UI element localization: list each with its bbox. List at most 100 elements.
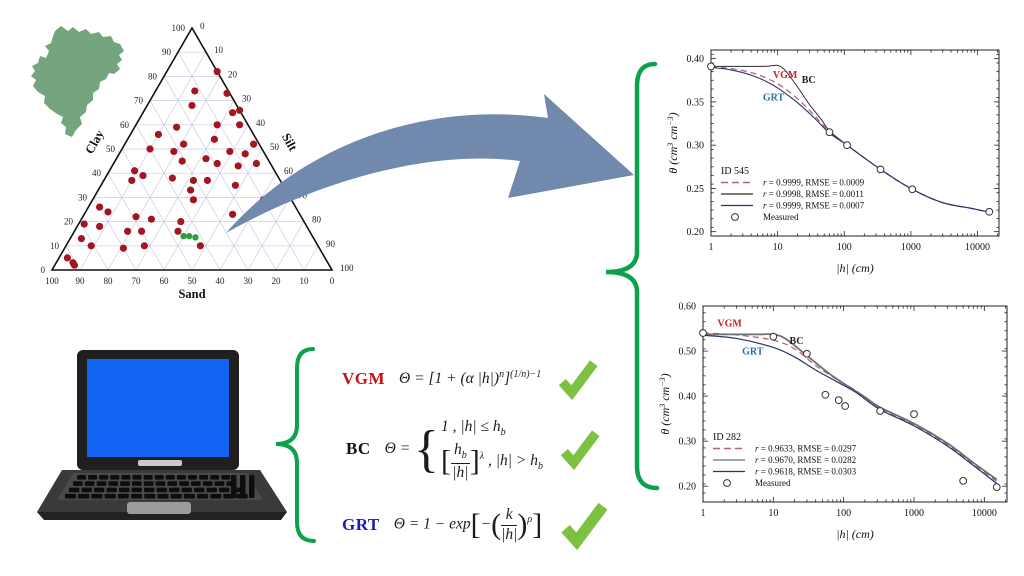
- svg-text:GRT: GRT: [742, 347, 764, 358]
- retention-curve-chart-id-282: 1 10 100 1000 10000 0.20 0.30 0.40 0.50 0.60 VGM BC…: [658, 302, 1008, 541]
- svg-text:10: 10: [773, 242, 783, 253]
- equation-bc: Θ = {1 , |h| ≤ hb[hb |h|]λ , |h| > hb: [384, 418, 543, 481]
- svg-text:Measured: Measured: [755, 478, 791, 488]
- measured-points: [707, 62, 994, 216]
- svg-text:60: 60: [284, 166, 294, 176]
- svg-text:100: 100: [836, 508, 851, 519]
- axis-ticks: [702, 305, 1007, 503]
- svg-text:20: 20: [272, 276, 282, 286]
- svg-text:r = 0.9999, RMSE = 0.0007: r = 0.9999, RMSE = 0.0007: [763, 201, 865, 211]
- model-label-grt: GRT: [342, 515, 380, 534]
- svg-text:1: 1: [701, 508, 706, 519]
- curve-grt: [710, 66, 990, 213]
- svg-text:VGM: VGM: [773, 70, 798, 81]
- svg-text:50: 50: [188, 276, 198, 286]
- svg-text:100: 100: [172, 23, 186, 33]
- equation-row-vgm: VGM Θ = [1 + (α |h|)n](1/n)−1: [342, 358, 599, 400]
- laptop-hinge: [138, 460, 182, 466]
- check-icon: [561, 502, 608, 550]
- svg-text:100: 100: [340, 263, 354, 273]
- svg-text:ID 545: ID 545: [721, 166, 749, 177]
- svg-text:40: 40: [256, 118, 266, 128]
- svg-text:0.20: 0.20: [679, 482, 697, 493]
- svg-text:Clay: Clay: [82, 127, 107, 156]
- svg-text:0.40: 0.40: [679, 392, 697, 403]
- soil-texture-ternary-plot: 0 0 0 10 10 10 20 20 20 30 30 30 40 40 40 50 50 50 60 60 60 7…: [41, 21, 355, 301]
- svg-text:1: 1: [709, 242, 714, 253]
- svg-text:Silt: Silt: [279, 131, 300, 154]
- x-axis-label: |h| (cm): [836, 527, 874, 541]
- svg-text:VGM: VGM: [717, 318, 742, 329]
- svg-text:100: 100: [45, 276, 59, 286]
- svg-text:0.60: 0.60: [679, 302, 697, 313]
- svg-text:100: 100: [837, 242, 852, 253]
- check-icon: [560, 430, 600, 471]
- svg-text:r = 0.9998, RMSE = 0.0011: r = 0.9998, RMSE = 0.0011: [763, 189, 864, 199]
- svg-text:0: 0: [200, 21, 205, 31]
- svg-text:50: 50: [270, 142, 280, 152]
- svg-text:70: 70: [134, 96, 144, 106]
- curve-labels: VGM BC GRT: [717, 318, 803, 357]
- svg-text:80: 80: [148, 71, 158, 81]
- svg-text:0: 0: [330, 276, 335, 286]
- svg-text:r = 0.9633, RMSE = 0.0297: r = 0.9633, RMSE = 0.0297: [755, 444, 857, 454]
- y-axis-label: θ (cm3 cm−3): [658, 373, 673, 434]
- svg-text:20: 20: [228, 69, 238, 79]
- svg-text:80: 80: [312, 215, 322, 225]
- svg-text:20: 20: [64, 217, 74, 227]
- x-axis-label: |h| (cm): [836, 261, 874, 275]
- laptop-keyboard-area: [57, 473, 263, 500]
- svg-text:0.30: 0.30: [687, 141, 705, 152]
- svg-text:60: 60: [160, 276, 170, 286]
- laptop-keys: [65, 475, 255, 499]
- laptop-base-edge: [37, 512, 287, 520]
- equation-vgm: Θ = [1 + (α |h|)n](1/n)−1: [399, 369, 542, 388]
- svg-text:90: 90: [326, 239, 336, 249]
- svg-text:BC: BC: [790, 336, 804, 347]
- svg-text:30: 30: [78, 192, 88, 202]
- laptop-touchpad: [127, 502, 191, 514]
- svg-text:GRT: GRT: [763, 93, 785, 104]
- svg-text:1000: 1000: [901, 242, 921, 253]
- svg-text:70: 70: [132, 276, 142, 286]
- svg-text:r = 0.9670, RMSE = 0.0282: r = 0.9670, RMSE = 0.0282: [755, 455, 856, 465]
- y-axis-label: θ (cm3 cm−3): [666, 112, 681, 173]
- svg-text:0.40: 0.40: [687, 54, 705, 65]
- svg-text:0: 0: [41, 265, 46, 275]
- svg-text:r = 0.9999, RMSE = 0.0009: r = 0.9999, RMSE = 0.0009: [763, 178, 865, 188]
- svg-text:10: 10: [214, 45, 224, 55]
- ternary-axis-titles: Clay Silt Sand: [82, 127, 300, 301]
- ternary-highlighted-points: [180, 232, 199, 241]
- svg-text:0.30: 0.30: [679, 437, 697, 448]
- svg-text:10: 10: [768, 508, 778, 519]
- axis-tick-labels: 1 10 100 1000 10000 0.20 0.25 0.30 0.35 0.40: [687, 54, 991, 253]
- svg-text:30: 30: [244, 276, 254, 286]
- svg-text:0.35: 0.35: [687, 97, 705, 108]
- svg-text:90: 90: [76, 276, 86, 286]
- svg-text:10000: 10000: [965, 242, 990, 253]
- svg-text:Measured: Measured: [763, 212, 799, 222]
- svg-text:ID 282: ID 282: [713, 432, 741, 443]
- svg-text:10: 10: [300, 276, 310, 286]
- svg-text:1000: 1000: [904, 508, 924, 519]
- model-label-vgm: VGM: [342, 369, 386, 388]
- laptop-screen: [87, 359, 229, 457]
- svg-text:10: 10: [50, 241, 60, 251]
- equation-grt: Θ = 1 − exp[−(k |h|)ρ]: [393, 506, 543, 543]
- svg-text:BC: BC: [802, 75, 816, 86]
- svg-text:40: 40: [92, 168, 102, 178]
- svg-text:50: 50: [106, 144, 116, 154]
- right-curly-brace: [605, 61, 660, 491]
- curve-labels: VGM BC GRT: [763, 70, 816, 103]
- svg-text:10000: 10000: [972, 508, 997, 519]
- axis-tick-labels: 1 10 100 1000 10000 0.20 0.30 0.40 0.50 0.60: [679, 302, 997, 520]
- model-label-bc: BC: [346, 439, 371, 459]
- axis-ticks: [710, 50, 999, 237]
- retention-curve-chart-id-545: 1 10 100 1000 10000 0.20 0.25 0.30 0.35 0.40 VGM BC…: [666, 49, 1000, 275]
- svg-text:0.25: 0.25: [687, 184, 705, 195]
- curve-grt: [702, 334, 998, 485]
- svg-text:30: 30: [242, 94, 252, 104]
